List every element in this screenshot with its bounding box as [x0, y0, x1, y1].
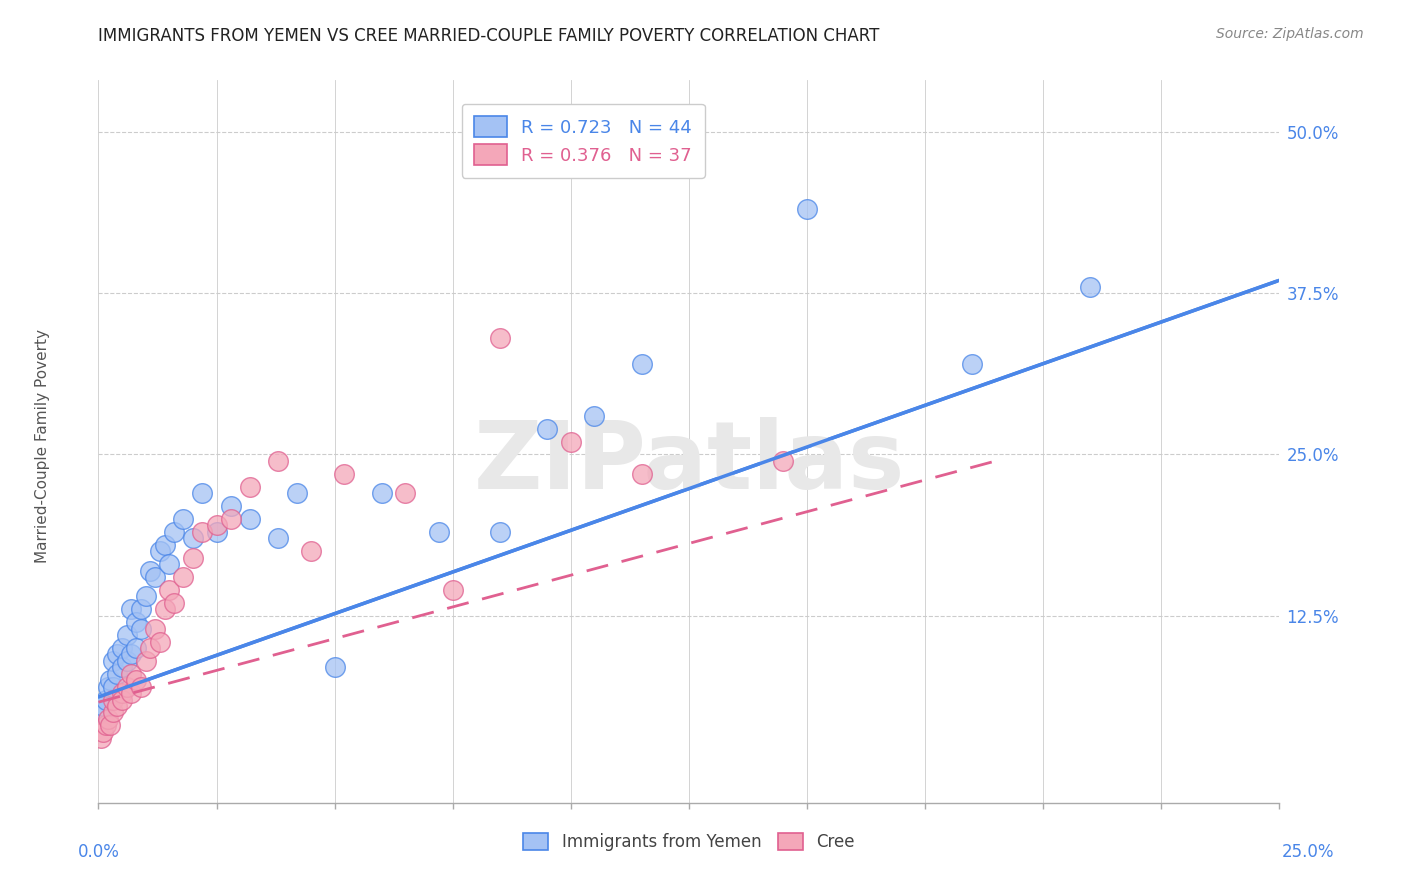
Point: [97, 680, 120, 694]
Point: [489, 524, 512, 539]
Point: [157, 582, 180, 597]
Point: [163, 524, 186, 539]
Point: [181, 531, 204, 545]
Point: [105, 699, 128, 714]
Point: [143, 570, 166, 584]
Point: [91, 724, 114, 739]
Point: [427, 524, 450, 539]
Point: [172, 570, 194, 584]
Point: [333, 467, 356, 481]
Point: [94, 692, 117, 706]
Point: [205, 518, 228, 533]
Point: [962, 357, 984, 371]
Point: [91, 699, 114, 714]
Point: [111, 692, 134, 706]
Point: [115, 628, 138, 642]
Point: [181, 550, 204, 565]
Point: [90, 731, 112, 746]
Point: [630, 357, 652, 371]
Point: [139, 640, 162, 655]
Point: [97, 712, 120, 726]
Point: [219, 512, 242, 526]
Point: [205, 524, 228, 539]
Point: [111, 686, 134, 700]
Text: 25.0%: 25.0%: [1281, 843, 1334, 861]
Point: [441, 582, 464, 597]
Point: [172, 512, 194, 526]
Point: [125, 640, 148, 655]
Point: [98, 673, 121, 688]
Point: [239, 480, 262, 494]
Point: [101, 706, 124, 720]
Point: [560, 434, 582, 449]
Point: [583, 409, 606, 423]
Point: [101, 654, 124, 668]
Point: [129, 622, 152, 636]
Point: [772, 454, 794, 468]
Point: [394, 486, 416, 500]
Point: [115, 680, 138, 694]
Point: [163, 596, 186, 610]
Point: [115, 654, 138, 668]
Point: [139, 564, 162, 578]
Point: [129, 680, 152, 694]
Point: [1080, 279, 1102, 293]
Point: [135, 590, 157, 604]
Point: [121, 648, 143, 662]
Point: [105, 648, 128, 662]
Point: [105, 666, 128, 681]
Point: [323, 660, 346, 674]
Point: [219, 499, 242, 513]
Point: [267, 454, 290, 468]
Point: [299, 544, 322, 558]
Legend: Immigrants from Yemen, Cree: Immigrants from Yemen, Cree: [515, 825, 863, 860]
Point: [101, 680, 124, 694]
Point: [135, 654, 157, 668]
Point: [111, 660, 134, 674]
Point: [489, 331, 512, 345]
Point: [157, 557, 180, 571]
Point: [191, 524, 214, 539]
Point: [90, 706, 112, 720]
Point: [371, 486, 394, 500]
Point: [125, 615, 148, 630]
Point: [94, 718, 117, 732]
Point: [239, 512, 262, 526]
Point: [121, 666, 143, 681]
Point: [536, 422, 558, 436]
Text: Married-Couple Family Poverty: Married-Couple Family Poverty: [35, 329, 49, 563]
Text: Source: ZipAtlas.com: Source: ZipAtlas.com: [1216, 27, 1364, 41]
Point: [153, 538, 176, 552]
Point: [111, 640, 134, 655]
Point: [129, 602, 152, 616]
Text: ZIPatlas: ZIPatlas: [474, 417, 904, 509]
Text: IMMIGRANTS FROM YEMEN VS CREE MARRIED-COUPLE FAMILY POVERTY CORRELATION CHART: IMMIGRANTS FROM YEMEN VS CREE MARRIED-CO…: [98, 27, 880, 45]
Point: [98, 718, 121, 732]
Point: [149, 634, 172, 648]
Point: [149, 544, 172, 558]
Point: [101, 692, 124, 706]
Point: [285, 486, 308, 500]
Point: [153, 602, 176, 616]
Point: [796, 202, 818, 217]
Point: [267, 531, 290, 545]
Point: [143, 622, 166, 636]
Point: [191, 486, 214, 500]
Point: [125, 673, 148, 688]
Point: [121, 686, 143, 700]
Point: [630, 467, 652, 481]
Point: [121, 602, 143, 616]
Text: 0.0%: 0.0%: [77, 843, 120, 861]
